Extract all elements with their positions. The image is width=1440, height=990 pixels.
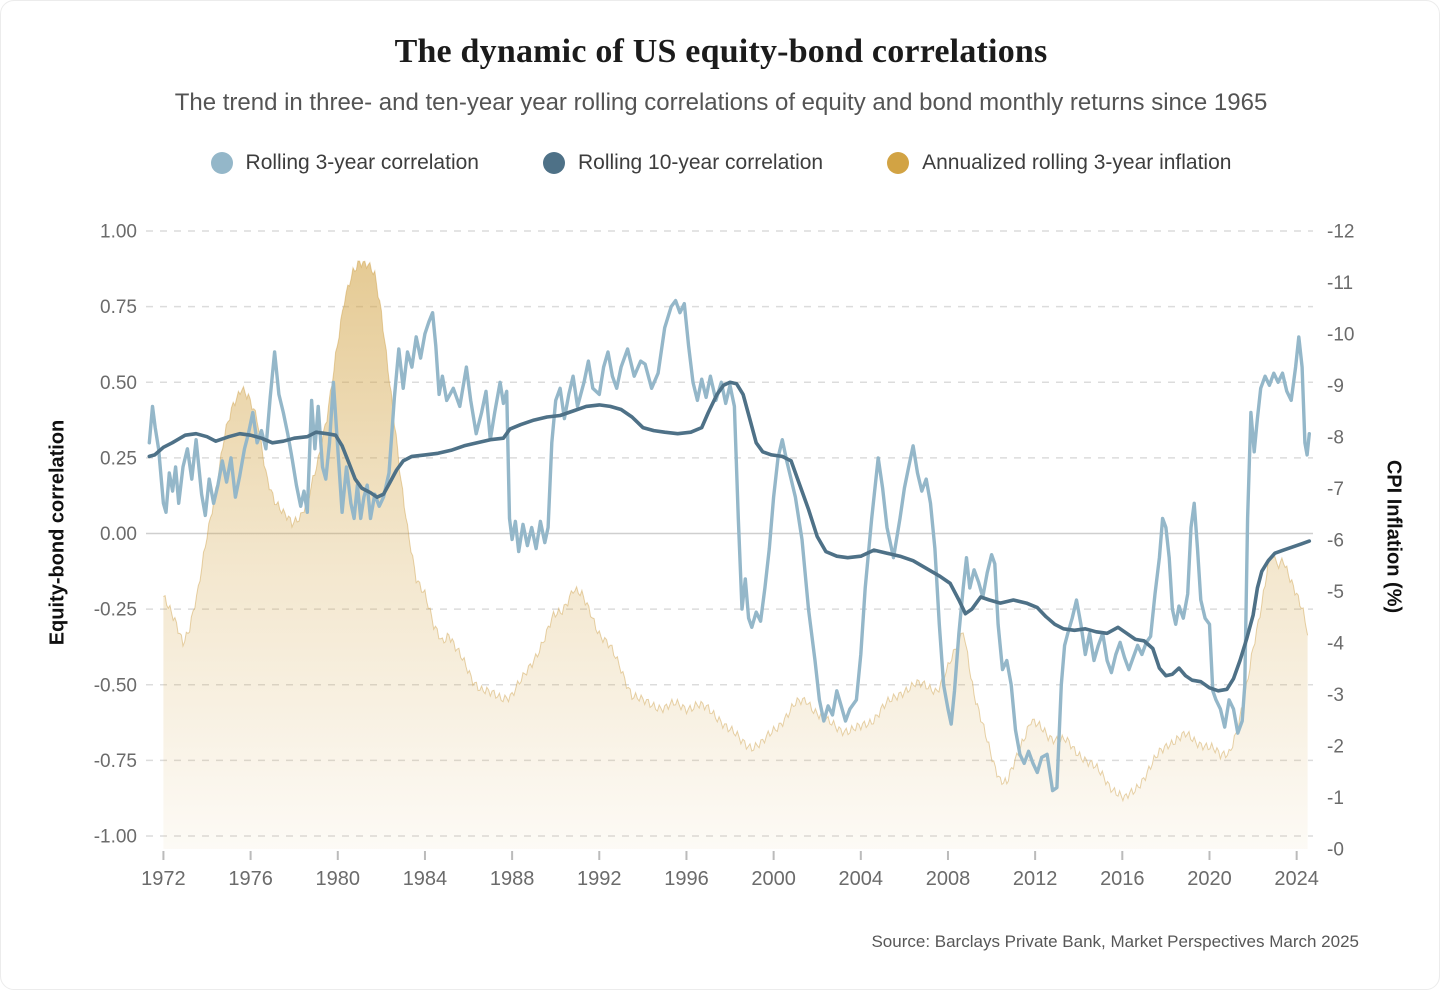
y-right-tick-label: -2 (1327, 737, 1344, 758)
y-right-tick-label: -12 (1327, 222, 1354, 243)
chart-title: The dynamic of US equity-bond correlatio… (394, 33, 1048, 70)
y-right-tick-label: -7 (1327, 479, 1344, 500)
y-left-tick-label: 0.75 (100, 297, 137, 318)
legend-dot-rolling-3y-icon (210, 152, 233, 174)
legend-label-inflation: Annualized rolling 3-year inflation (922, 151, 1232, 174)
legend-item-rolling-3y: Rolling 3-year correlation (210, 151, 479, 175)
y-left-tick-label: 0.00 (100, 524, 137, 545)
x-axis-tick-label: 1976 (228, 868, 273, 890)
legend-label-rolling-3y: Rolling 3-year correlation (245, 151, 479, 174)
x-axis-tick-label: 1972 (141, 868, 186, 890)
x-axis-tick-label: 1992 (577, 868, 622, 890)
legend-label-rolling-10y: Rolling 10-year correlation (577, 151, 824, 174)
y-right-tick-label: -0 (1327, 840, 1344, 861)
y-right-tick-label: -5 (1327, 582, 1344, 603)
series-rolling-3y-line (147, 298, 1311, 793)
x-axis-tick-label: 1980 (316, 868, 361, 890)
y-left-tick-label: -0.50 (94, 675, 137, 696)
x-axis-tick-label: 2008 (926, 868, 971, 890)
x-axis-tick-label: 2012 (1013, 868, 1058, 890)
y-right-tick-label: -9 (1327, 376, 1344, 397)
y-right-tick-label: -4 (1327, 634, 1344, 655)
y-right-tick-label: -3 (1327, 685, 1344, 706)
y-right-tick-label: -10 (1327, 325, 1354, 346)
series-inflation-area (163, 261, 1308, 849)
y-right-tick-label: -1 (1327, 788, 1344, 809)
y-left-tick-label: -1.00 (94, 827, 137, 848)
series-inflation-edge (163, 260, 1309, 803)
y-left-tick-label: 1.00 (100, 222, 137, 243)
chart-subtitle: The trend in three- and ten-year year ro… (174, 89, 1268, 116)
x-axis-tick-label: 2000 (751, 868, 796, 890)
y-right-tick-label: -6 (1327, 531, 1344, 552)
series-rolling-10y-line (147, 380, 1312, 693)
legend: Rolling 3-year correlation Rolling 10-ye… (1, 151, 1439, 175)
y-right-tick-label: -11 (1327, 273, 1353, 294)
x-axis-tick-label: 1996 (664, 868, 709, 890)
x-axis-tick-label: 2016 (1100, 868, 1145, 890)
x-axis-tick-label: 2020 (1187, 868, 1232, 890)
legend-dot-rolling-10y-icon (542, 152, 565, 174)
legend-dot-inflation-icon (887, 152, 910, 174)
legend-item-inflation: Annualized rolling 3-year inflation (887, 151, 1231, 175)
x-axis-tick-label: 1988 (490, 868, 535, 890)
x-axis-tick-label: 2024 (1274, 868, 1319, 890)
y-left-tick-label: 0.25 (100, 448, 137, 469)
y-right-tick-label: -8 (1327, 428, 1344, 449)
y-left-tick-label: 0.50 (100, 373, 137, 394)
x-axis-tick-label: 2004 (839, 868, 884, 890)
x-axis-tick-label: 1984 (403, 868, 448, 890)
y-left-tick-label: -0.75 (94, 751, 137, 772)
source-note: Source: Barclays Private Bank, Market Pe… (871, 932, 1359, 951)
legend-item-rolling-10y: Rolling 10-year correlation (542, 151, 824, 175)
y-left-tick-label: -0.25 (94, 600, 137, 621)
